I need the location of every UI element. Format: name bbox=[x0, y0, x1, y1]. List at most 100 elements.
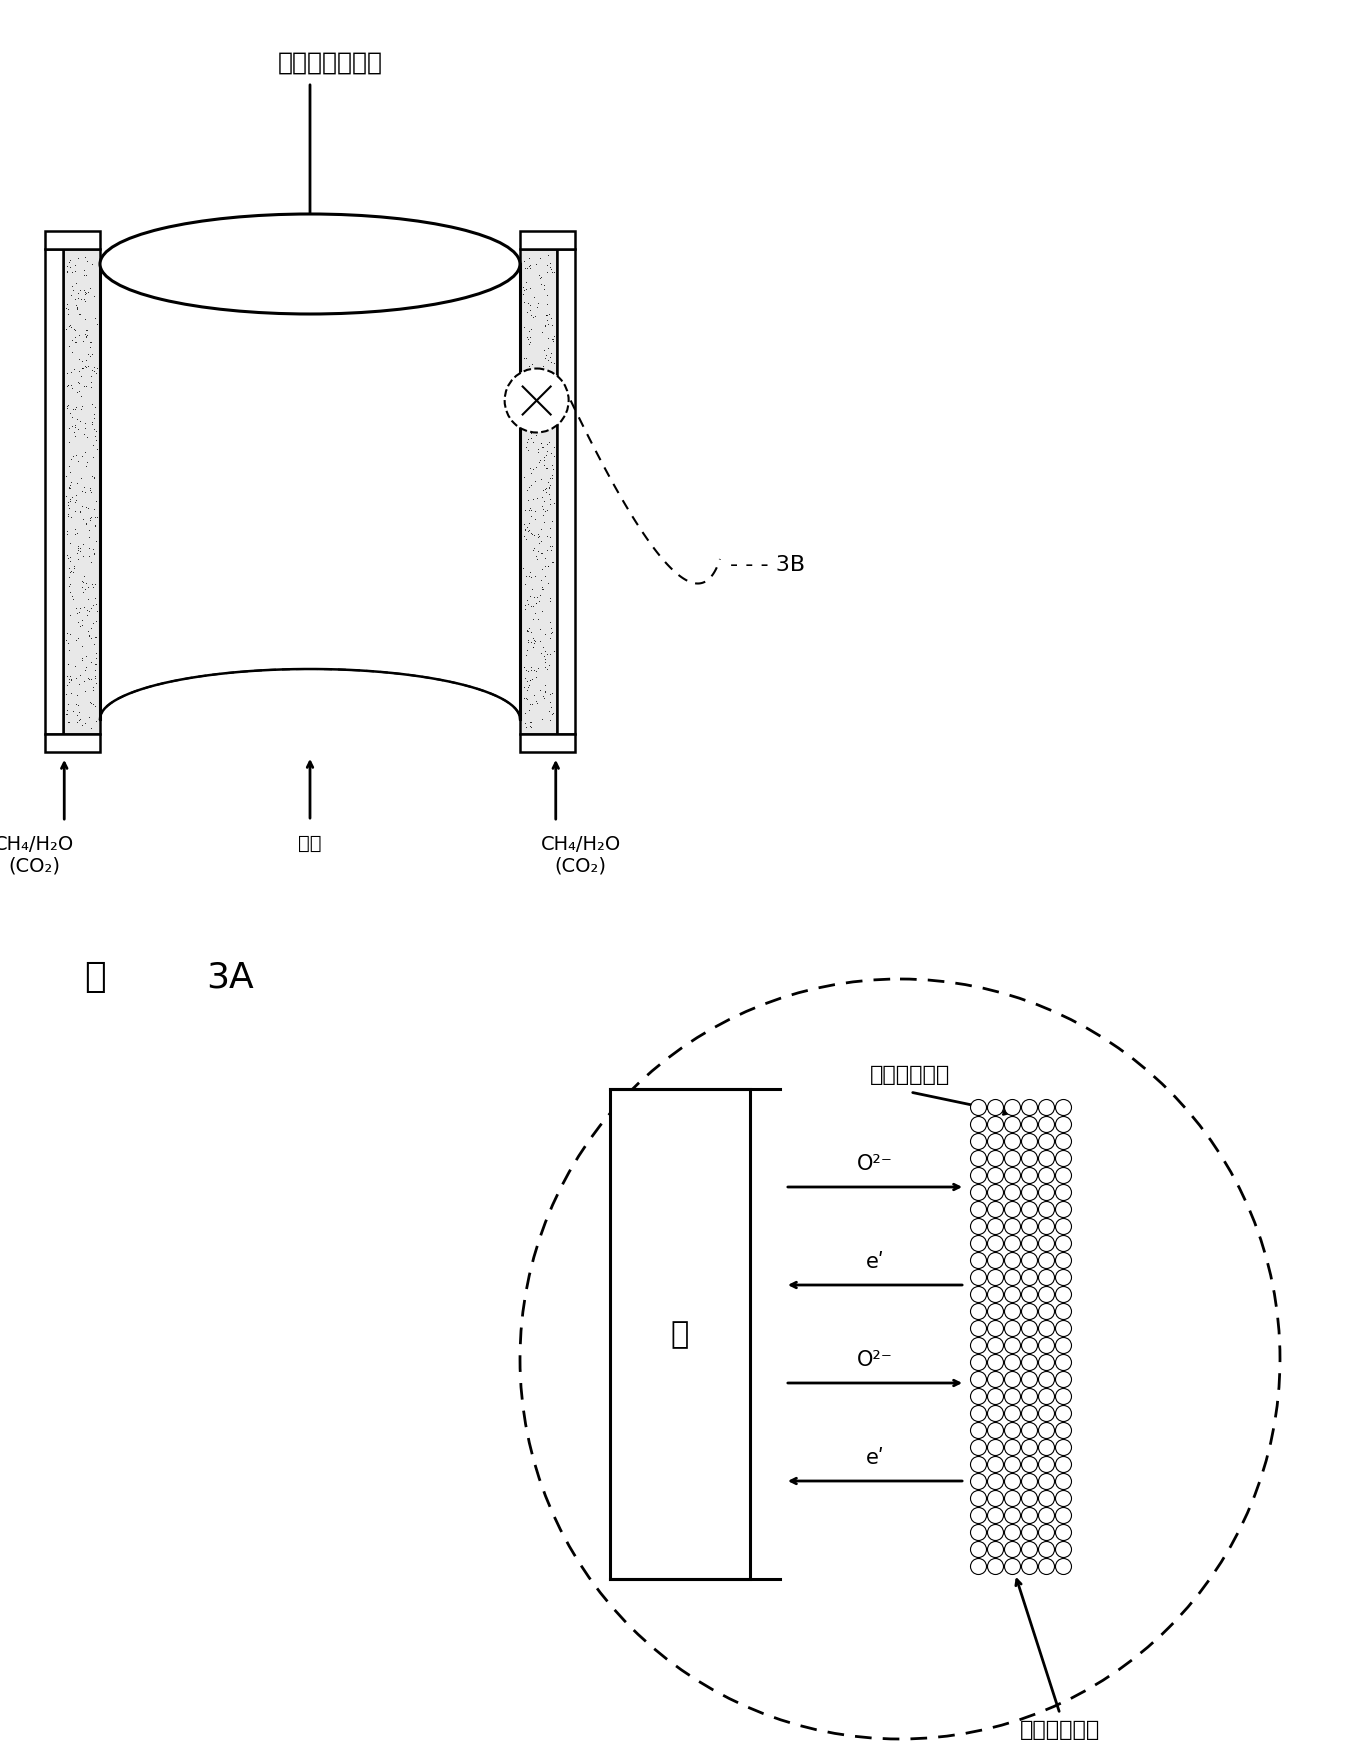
Circle shape bbox=[1039, 1406, 1055, 1422]
Circle shape bbox=[1004, 1321, 1021, 1337]
Circle shape bbox=[1039, 1424, 1055, 1439]
Circle shape bbox=[1022, 1286, 1037, 1304]
Circle shape bbox=[970, 1491, 986, 1506]
Text: 3A: 3A bbox=[206, 960, 254, 993]
Circle shape bbox=[1055, 1270, 1072, 1286]
Circle shape bbox=[988, 1304, 1003, 1319]
Circle shape bbox=[1004, 1406, 1021, 1422]
Circle shape bbox=[1039, 1185, 1055, 1201]
Circle shape bbox=[1022, 1406, 1037, 1422]
Circle shape bbox=[1004, 1372, 1021, 1388]
Circle shape bbox=[1022, 1473, 1037, 1489]
Circle shape bbox=[1022, 1304, 1037, 1319]
Circle shape bbox=[970, 1270, 986, 1286]
Polygon shape bbox=[520, 734, 575, 753]
Text: O²⁻: O²⁻ bbox=[858, 1349, 893, 1369]
Circle shape bbox=[988, 1219, 1003, 1235]
Circle shape bbox=[988, 1372, 1003, 1388]
Circle shape bbox=[1039, 1286, 1055, 1304]
Circle shape bbox=[1004, 1542, 1021, 1558]
Circle shape bbox=[1055, 1508, 1072, 1524]
Circle shape bbox=[1039, 1117, 1055, 1132]
Circle shape bbox=[520, 979, 1280, 1739]
Text: (CO₂): (CO₂) bbox=[8, 857, 60, 875]
Circle shape bbox=[970, 1321, 986, 1337]
Circle shape bbox=[1039, 1134, 1055, 1150]
Circle shape bbox=[1055, 1134, 1072, 1150]
Circle shape bbox=[970, 1150, 986, 1166]
Circle shape bbox=[988, 1286, 1003, 1304]
Circle shape bbox=[1004, 1491, 1021, 1506]
Circle shape bbox=[1055, 1304, 1072, 1319]
Circle shape bbox=[988, 1185, 1003, 1201]
Circle shape bbox=[988, 1150, 1003, 1166]
Circle shape bbox=[988, 1337, 1003, 1353]
Circle shape bbox=[988, 1559, 1003, 1575]
Circle shape bbox=[1039, 1270, 1055, 1286]
Circle shape bbox=[1055, 1252, 1072, 1268]
Circle shape bbox=[1004, 1457, 1021, 1473]
Circle shape bbox=[970, 1372, 986, 1388]
Circle shape bbox=[1022, 1270, 1037, 1286]
Circle shape bbox=[1004, 1559, 1021, 1575]
Circle shape bbox=[988, 1388, 1003, 1404]
Polygon shape bbox=[520, 250, 557, 734]
Circle shape bbox=[988, 1252, 1003, 1268]
Circle shape bbox=[1039, 1372, 1055, 1388]
Circle shape bbox=[970, 1252, 986, 1268]
Circle shape bbox=[988, 1321, 1003, 1337]
Circle shape bbox=[1039, 1201, 1055, 1217]
Text: 粘合呂化剂层: 粘合呂化剂层 bbox=[870, 1064, 951, 1085]
Circle shape bbox=[970, 1304, 986, 1319]
Circle shape bbox=[970, 1117, 986, 1132]
Circle shape bbox=[1004, 1101, 1021, 1117]
Circle shape bbox=[970, 1286, 986, 1304]
Text: - - - 3B: - - - 3B bbox=[730, 554, 805, 575]
Circle shape bbox=[1055, 1406, 1072, 1422]
Circle shape bbox=[1004, 1201, 1021, 1217]
Circle shape bbox=[1004, 1337, 1021, 1353]
Circle shape bbox=[988, 1355, 1003, 1371]
Circle shape bbox=[970, 1101, 986, 1117]
Circle shape bbox=[970, 1134, 986, 1150]
Polygon shape bbox=[611, 1090, 750, 1579]
Circle shape bbox=[1004, 1252, 1021, 1268]
Circle shape bbox=[1004, 1473, 1021, 1489]
Circle shape bbox=[970, 1237, 986, 1252]
Circle shape bbox=[1004, 1388, 1021, 1404]
Circle shape bbox=[1004, 1150, 1021, 1166]
Circle shape bbox=[1039, 1508, 1055, 1524]
Polygon shape bbox=[520, 231, 575, 250]
Circle shape bbox=[1039, 1542, 1055, 1558]
Circle shape bbox=[1039, 1219, 1055, 1235]
Circle shape bbox=[1055, 1542, 1072, 1558]
Circle shape bbox=[988, 1491, 1003, 1506]
Circle shape bbox=[1039, 1491, 1055, 1506]
Circle shape bbox=[970, 1185, 986, 1201]
Circle shape bbox=[1055, 1237, 1072, 1252]
Circle shape bbox=[1022, 1559, 1037, 1575]
Circle shape bbox=[1055, 1286, 1072, 1304]
Circle shape bbox=[970, 1168, 986, 1184]
Text: 却化膜反应器管: 却化膜反应器管 bbox=[277, 51, 383, 74]
Circle shape bbox=[1022, 1424, 1037, 1439]
Circle shape bbox=[1022, 1252, 1037, 1268]
Polygon shape bbox=[45, 250, 63, 734]
Circle shape bbox=[1039, 1439, 1055, 1455]
Circle shape bbox=[1039, 1559, 1055, 1575]
Circle shape bbox=[1022, 1372, 1037, 1388]
Circle shape bbox=[1055, 1337, 1072, 1353]
Circle shape bbox=[1022, 1491, 1037, 1506]
Text: CH₄/H₂O: CH₄/H₂O bbox=[541, 834, 622, 854]
Circle shape bbox=[988, 1473, 1003, 1489]
Circle shape bbox=[1022, 1337, 1037, 1353]
Polygon shape bbox=[45, 231, 100, 250]
Circle shape bbox=[1055, 1473, 1072, 1489]
Circle shape bbox=[970, 1355, 986, 1371]
Circle shape bbox=[988, 1168, 1003, 1184]
Circle shape bbox=[1022, 1508, 1037, 1524]
Polygon shape bbox=[63, 250, 100, 734]
Circle shape bbox=[1004, 1168, 1021, 1184]
Circle shape bbox=[1055, 1439, 1072, 1455]
Circle shape bbox=[1004, 1286, 1021, 1304]
